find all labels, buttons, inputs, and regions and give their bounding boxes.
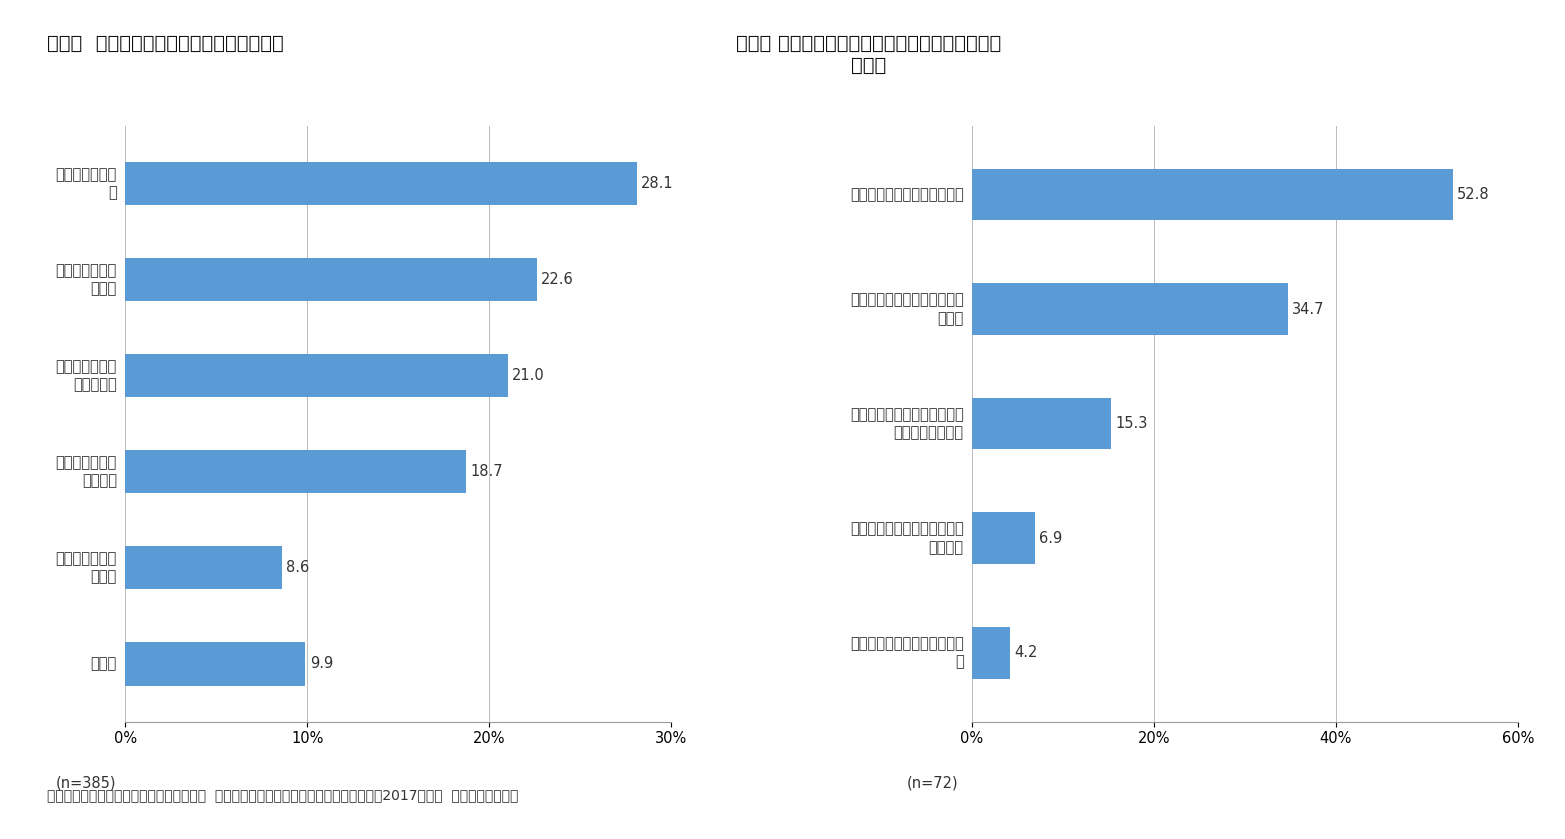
Text: 22.6: 22.6 (541, 272, 574, 287)
Text: (n=385): (n=385) (56, 775, 116, 790)
Text: 21.0: 21.0 (512, 368, 545, 383)
Bar (972, 398, 1111, 450)
Text: 9.9: 9.9 (310, 656, 333, 671)
Text: 18.7: 18.7 (470, 464, 502, 479)
Bar (972, 169, 1452, 221)
Text: 8.6: 8.6 (286, 560, 310, 576)
Bar (125, 258, 537, 301)
Bar (125, 450, 466, 493)
Bar (125, 643, 305, 685)
Text: （資料）「民間賃貸住宅の大規模修繕等に  対する意識の向上に関する調査検討報告書」2017年３月  国土交通省住宅局: （資料）「民間賃貸住宅の大規模修繕等に 対する意識の向上に関する調査検討報告書」… (47, 789, 518, 803)
Text: 28.1: 28.1 (642, 176, 675, 191)
Text: 34.7: 34.7 (1293, 302, 1324, 316)
Text: 15.3: 15.3 (1116, 416, 1147, 431)
Text: 52.8: 52.8 (1457, 187, 1490, 202)
Bar (972, 513, 1034, 564)
Bar (972, 627, 1009, 679)
Text: (n=72): (n=72) (906, 775, 958, 790)
Text: 図表２  修繕・大規模修繕を実施しない理由: 図表２ 修繕・大規模修繕を実施しない理由 (47, 34, 283, 53)
Bar (125, 162, 637, 205)
Text: 4.2: 4.2 (1014, 645, 1038, 660)
Text: 図表３ 自身の考えで修繕・大規模修繕を実施しな
い理由: 図表３ 自身の考えで修繕・大規模修繕を実施しな い理由 (736, 34, 1002, 75)
Bar (972, 284, 1288, 335)
Bar (125, 546, 282, 590)
Bar (125, 354, 507, 398)
Text: 6.9: 6.9 (1039, 531, 1063, 545)
